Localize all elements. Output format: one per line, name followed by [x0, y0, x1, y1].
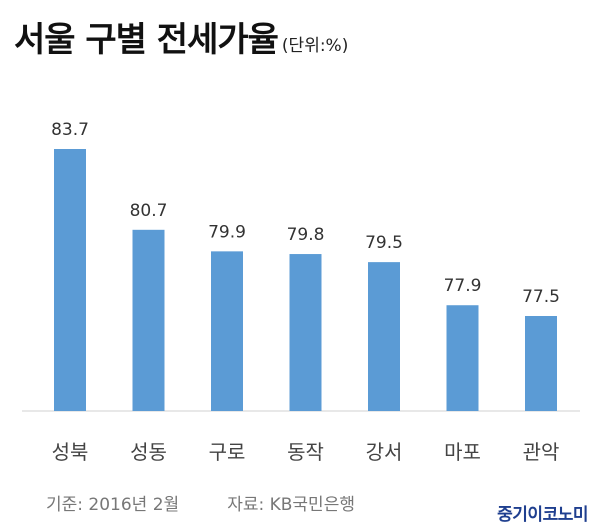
bar-동작 — [289, 254, 322, 411]
brand-logo-text: 중기이코노미 — [497, 505, 588, 525]
unit-note: (단위:%) — [281, 36, 349, 56]
category-label: 마포 — [444, 440, 481, 464]
bar-관악 — [525, 316, 557, 411]
category-label: 강서 — [366, 440, 403, 464]
bar-구로 — [211, 251, 243, 411]
chart-title: 서울 구별 전세가율 — [14, 20, 279, 60]
category-label: 구로 — [209, 440, 246, 464]
footer: 기준: 2016년 2월 자료: KB국민은행 — [46, 490, 355, 515]
value-label: 77.9 — [444, 276, 482, 296]
value-label: 79.5 — [365, 233, 403, 253]
value-label: 79.8 — [287, 225, 325, 245]
value-label: 83.7 — [51, 120, 89, 140]
basis-note: 기준: 2016년 2월 — [46, 495, 180, 515]
category-label: 성동 — [130, 440, 167, 464]
category-label: 성북 — [52, 440, 89, 464]
value-label: 77.5 — [522, 287, 560, 307]
category-label: 관악 — [523, 440, 560, 464]
value-label: 80.7 — [130, 201, 168, 221]
bar-성북 — [54, 149, 86, 411]
bar-강서 — [368, 262, 400, 411]
bar-마포 — [446, 305, 479, 411]
value-label: 79.9 — [208, 222, 246, 242]
source-note: 자료: KB국민은행 — [227, 495, 355, 515]
bar-성동 — [132, 229, 165, 411]
title-row: 서울 구별 전세가율 (단위:%) — [14, 12, 348, 61]
category-label: 동작 — [287, 440, 324, 464]
